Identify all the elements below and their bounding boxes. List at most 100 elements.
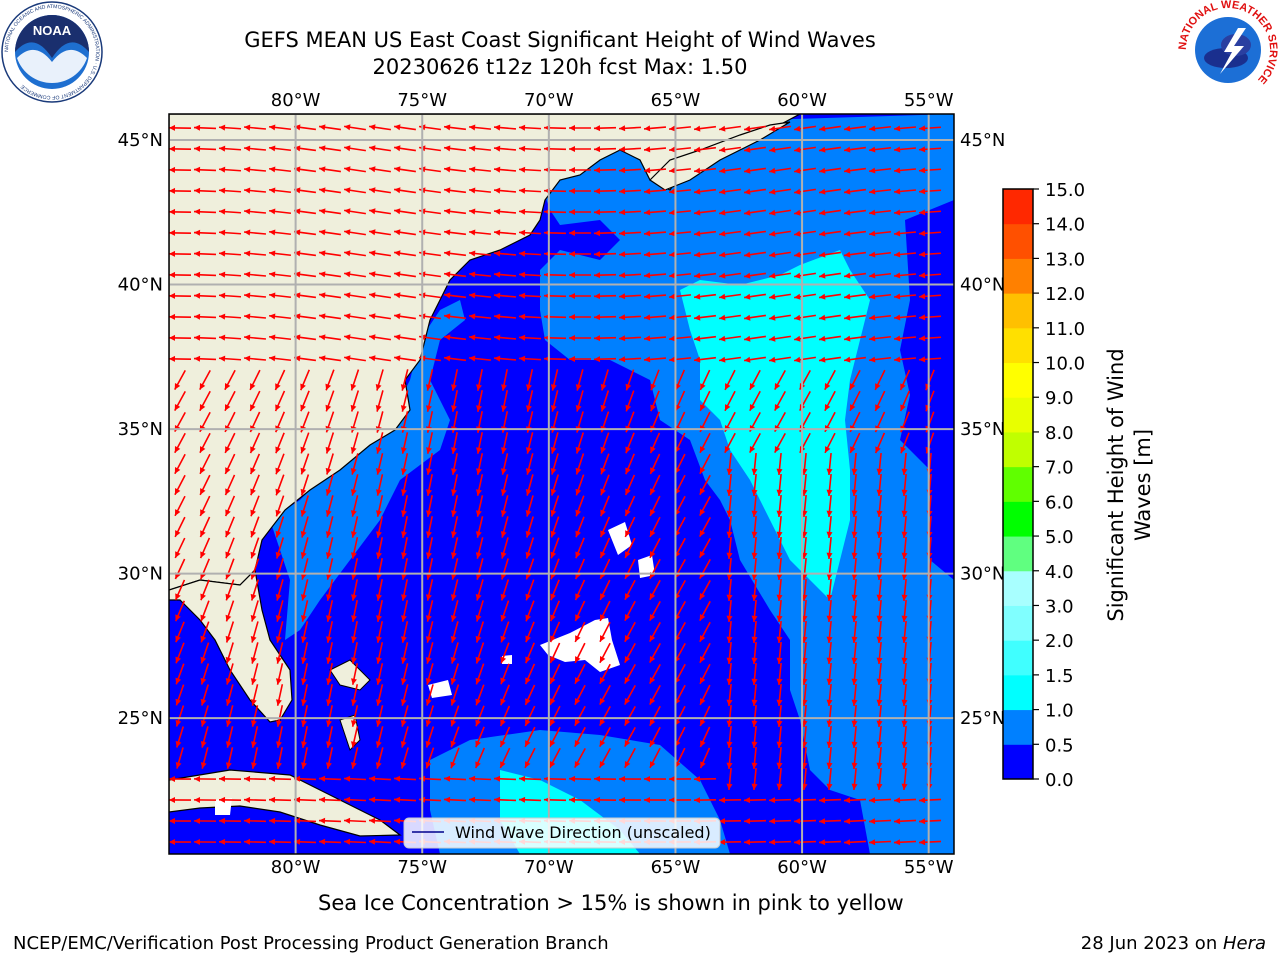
wave-arrow: [851, 746, 858, 770]
date-text: 28 Jun 2023 on: [1080, 933, 1223, 954]
wave-arrow: [193, 166, 217, 173]
wave-arrow: [344, 166, 366, 173]
wave-arrow: [225, 579, 235, 601]
wave-arrow: [174, 453, 186, 475]
wave-arrow: [643, 335, 667, 342]
wave-arrow: [368, 775, 392, 782]
wave-arrow: [475, 705, 485, 727]
wave-arrow: [518, 355, 542, 362]
wave-arrow: [218, 187, 242, 194]
wave-arrow: [643, 356, 667, 363]
wave-arrow: [843, 356, 867, 363]
colorbar-tick-8: 6.0: [1045, 492, 1074, 513]
wave-arrow: [468, 145, 492, 152]
wave-arrow: [624, 600, 636, 622]
lat-label-right-3: 40°N: [960, 275, 1005, 296]
wave-arrow: [776, 578, 783, 602]
wave-arrow: [468, 334, 492, 341]
wave-arrow: [649, 600, 661, 622]
wave-arrow: [193, 250, 217, 257]
wave-arrow: [250, 684, 259, 706]
wave-arrow: [550, 474, 560, 496]
wave-arrow: [169, 838, 192, 845]
wave-arrow: [218, 145, 242, 152]
wave-arrow: [276, 726, 284, 748]
wave-arrow: [668, 776, 692, 783]
wave-arrow: [375, 432, 384, 454]
wave-arrow: [394, 208, 416, 215]
wave-arrow: [550, 432, 559, 454]
wave-arrow: [474, 747, 486, 769]
wave-arrow: [818, 146, 842, 153]
wave-arrow: [243, 271, 267, 278]
wave-arrow: [769, 356, 791, 363]
wave-arrow: [649, 747, 661, 769]
wave-arrow: [351, 663, 359, 685]
wave-arrow: [450, 600, 459, 622]
wave-arrow: [574, 726, 586, 748]
wave-arrow: [368, 817, 392, 824]
wave-arrow: [250, 600, 259, 622]
wave-arrow: [318, 334, 342, 341]
wave-arrow: [351, 558, 359, 580]
wave-arrow: [693, 356, 717, 363]
wave-arrow: [518, 124, 542, 131]
wave-arrow: [575, 369, 584, 391]
wave-arrow: [169, 775, 192, 782]
wave-arrow: [193, 229, 217, 236]
wave-arrow: [600, 453, 610, 475]
wave-arrow: [524, 684, 536, 706]
wave-arrow: [549, 747, 561, 769]
wave-arrow: [169, 145, 192, 152]
wave-arrow: [901, 620, 908, 644]
wave-arrow: [726, 683, 733, 707]
wave-arrow: [351, 579, 359, 601]
machine-name: Hera: [1222, 933, 1266, 954]
wave-arrow: [350, 369, 360, 391]
wave-arrow: [169, 250, 192, 257]
wave-arrow: [325, 495, 334, 517]
wave-arrow: [475, 495, 484, 517]
wave-arrow: [649, 579, 661, 601]
wave-arrow: [401, 558, 408, 580]
wave-arrow: [369, 355, 391, 362]
wave-arrow: [843, 125, 867, 132]
wave-arrow: [218, 334, 242, 341]
wave-arrow: [401, 495, 408, 517]
wave-arrow: [744, 314, 766, 321]
wave-arrow: [818, 230, 842, 237]
wave-arrow: [826, 662, 833, 686]
wave-arrow: [501, 369, 508, 391]
wave-arrow: [243, 166, 267, 173]
wave-arrow: [301, 705, 308, 727]
wave-arrow: [425, 642, 434, 664]
wave-arrow: [826, 704, 833, 728]
wave-arrow: [901, 767, 908, 791]
wave-arrow: [918, 251, 942, 258]
wave-arrow: [325, 369, 335, 391]
wave-arrow: [243, 124, 267, 131]
wave-arrow: [468, 271, 492, 278]
colorbar-segment-4: [1003, 605, 1033, 641]
wave-arrow: [300, 369, 310, 391]
wave-arrow: [318, 229, 342, 236]
wave-arrow: [243, 355, 267, 362]
colorbar-tick-13: 11.0: [1045, 319, 1085, 340]
wave-arrow: [443, 292, 467, 299]
wave-arrow: [394, 355, 416, 362]
wave-arrow: [343, 775, 367, 782]
wave-arrow: [451, 432, 458, 454]
wave-arrow: [600, 432, 610, 454]
wave-arrow: [500, 600, 510, 622]
wave-arrow: [876, 683, 883, 707]
wave-arrow: [818, 125, 842, 132]
wave-arrow: [600, 369, 609, 391]
wave-arrow: [250, 726, 259, 748]
wave-arrow: [218, 355, 242, 362]
wave-arrow: [493, 796, 517, 803]
wave-arrow: [451, 474, 459, 496]
wave-arrow: [175, 705, 185, 727]
wave-arrow: [776, 704, 783, 728]
wave-arrow: [826, 746, 833, 770]
wave-arrow: [826, 536, 833, 560]
